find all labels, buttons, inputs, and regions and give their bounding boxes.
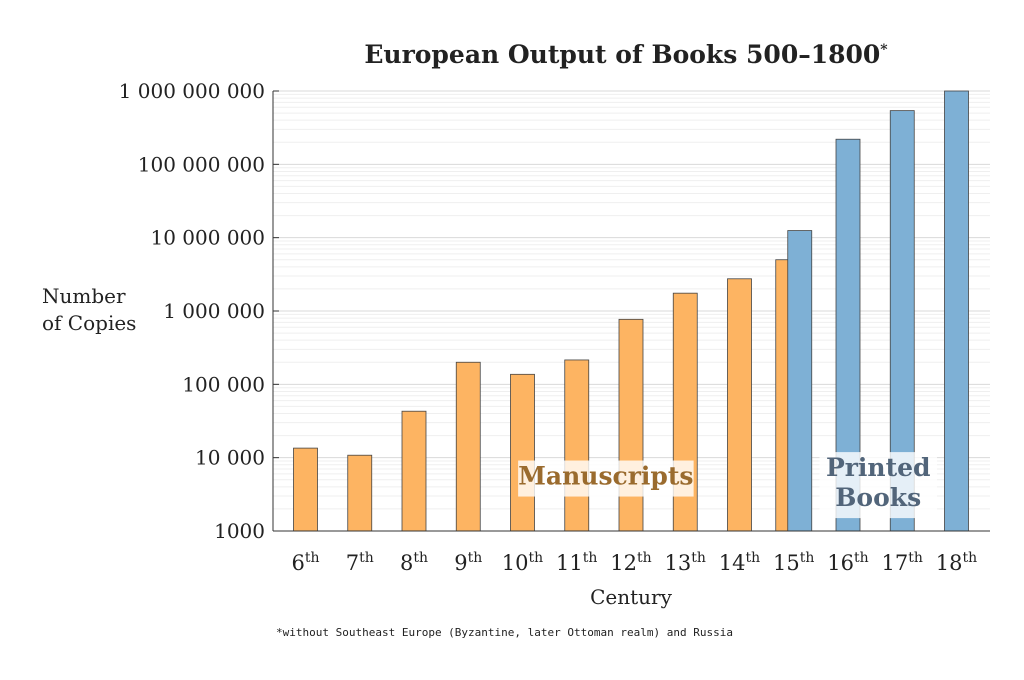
bar-manuscripts-9 (455, 361, 481, 532)
y-tick-label: 1 000 000 000 (119, 79, 265, 103)
bar-printed-15 (787, 230, 813, 532)
chart-title-text: European Output of Books 500–1800 (364, 40, 880, 69)
y-tick-label: 1000 (214, 519, 265, 543)
annotation-bg-manuscripts (518, 460, 694, 497)
bar-manuscripts-6 (293, 447, 318, 532)
x-tick-label-16: 16th (827, 550, 868, 575)
x-tick-label-10: 10th (502, 550, 543, 575)
x-tick-labels: 6th 7th 8th 9th 10th 11th 12th 13th 14th 15th 16th… (291, 550, 977, 575)
x-tick-label-12: 12th (610, 550, 651, 575)
y-tick-label: 100 000 000 (138, 152, 265, 176)
y-tick-label: 10 000 000 (150, 226, 265, 250)
axes (272, 91, 990, 532)
bar-manuscripts-14 (727, 278, 752, 532)
x-tick-label-18: 18th (936, 550, 977, 575)
x-tick-label-9: 9th (454, 550, 482, 575)
x-tick-label-11: 11th (556, 550, 597, 575)
y-tick-labels: 1000 10 000 100 000 1 000 000 10 000 000 100 … (119, 79, 265, 543)
annotation-manuscripts-line1: Manuscripts (518, 462, 693, 491)
x-tick-label-15: 15th (773, 550, 814, 575)
annotation-printed-line1: Printed (826, 453, 931, 482)
x-tick-label-14: 14th (719, 550, 760, 575)
x-tick-label-13: 13th (665, 550, 706, 575)
x-tick-label-8: 8th (400, 550, 428, 575)
x-axis-label: Century (590, 585, 672, 609)
bar-manuscripts-8 (401, 410, 427, 532)
x-tick-label-7: 7th (346, 550, 374, 575)
bar-manuscripts-11 (564, 359, 590, 532)
annotation-printed-line2: Books (835, 483, 921, 512)
x-tick-label-6: 6th (291, 550, 319, 575)
bar-manuscripts-12 (618, 318, 644, 532)
y-axis-label-line1: Number (42, 284, 126, 308)
bar-manuscripts-10 (510, 373, 535, 532)
y-axis-label-line2: of Copies (42, 311, 136, 335)
y-tick-label: 10 000 (195, 446, 265, 470)
bar-printed-18 (944, 90, 969, 532)
x-tick-label-17: 17th (882, 550, 923, 575)
y-tick-label: 1 000 000 (163, 299, 265, 323)
annotation-bg-printed (819, 452, 937, 519)
y-tick-label: 100 000 (182, 372, 265, 396)
y-axis-label: Number of Copies (42, 284, 136, 335)
bar-manuscripts-7 (347, 454, 373, 532)
chart-title-marker: * (880, 42, 888, 58)
footnote: *without Southeast Europe (Byzantine, la… (276, 626, 733, 639)
chart-title: European Output of Books 500–1800* (364, 40, 888, 69)
